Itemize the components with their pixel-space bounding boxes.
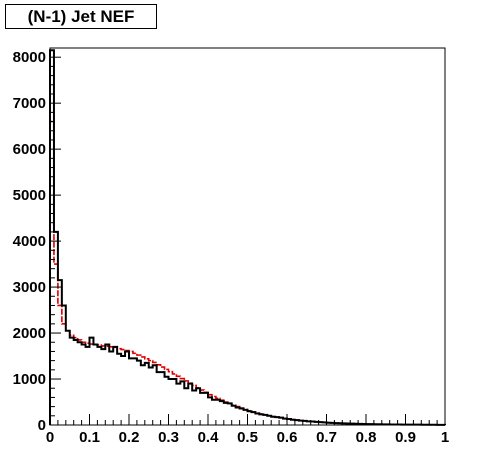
- y-tick-label: 3000: [13, 279, 46, 296]
- y-tick-label: 5000: [13, 187, 46, 204]
- plot-frame: [49, 47, 446, 426]
- x-tick-label: 1: [441, 429, 449, 446]
- y-tick-label: 6000: [13, 141, 46, 158]
- x-tick-label: 0.8: [356, 429, 377, 446]
- x-tick-label: 0.6: [277, 429, 298, 446]
- axis-layer: 0 0.1 0.2 0.3 0.4 0.5 0.6 0.7 0.8 0.9 1 0 1000 2000 30…: [13, 49, 450, 446]
- x-tick-label: 0.4: [198, 429, 220, 446]
- y-tick-label: 0: [38, 417, 46, 434]
- y-tick-label: 1000: [13, 371, 46, 388]
- y-tick-label: 4000: [13, 233, 46, 250]
- x-tick-label: 0.1: [79, 429, 100, 446]
- x-tick-label: 0.7: [316, 429, 337, 446]
- x-tick-label: 0.9: [395, 429, 416, 446]
- x-tick-label: 0.5: [237, 429, 258, 446]
- y-tick-label: 8000: [13, 49, 46, 66]
- chart-title: (N-1) Jet NEF: [5, 4, 157, 29]
- y-tick-label: 2000: [13, 325, 46, 342]
- x-tick-label: 0.3: [158, 429, 179, 446]
- y-tick-label: 7000: [13, 95, 46, 112]
- x-tick-label: 0.2: [119, 429, 140, 446]
- x-tick-label: 0: [46, 429, 54, 446]
